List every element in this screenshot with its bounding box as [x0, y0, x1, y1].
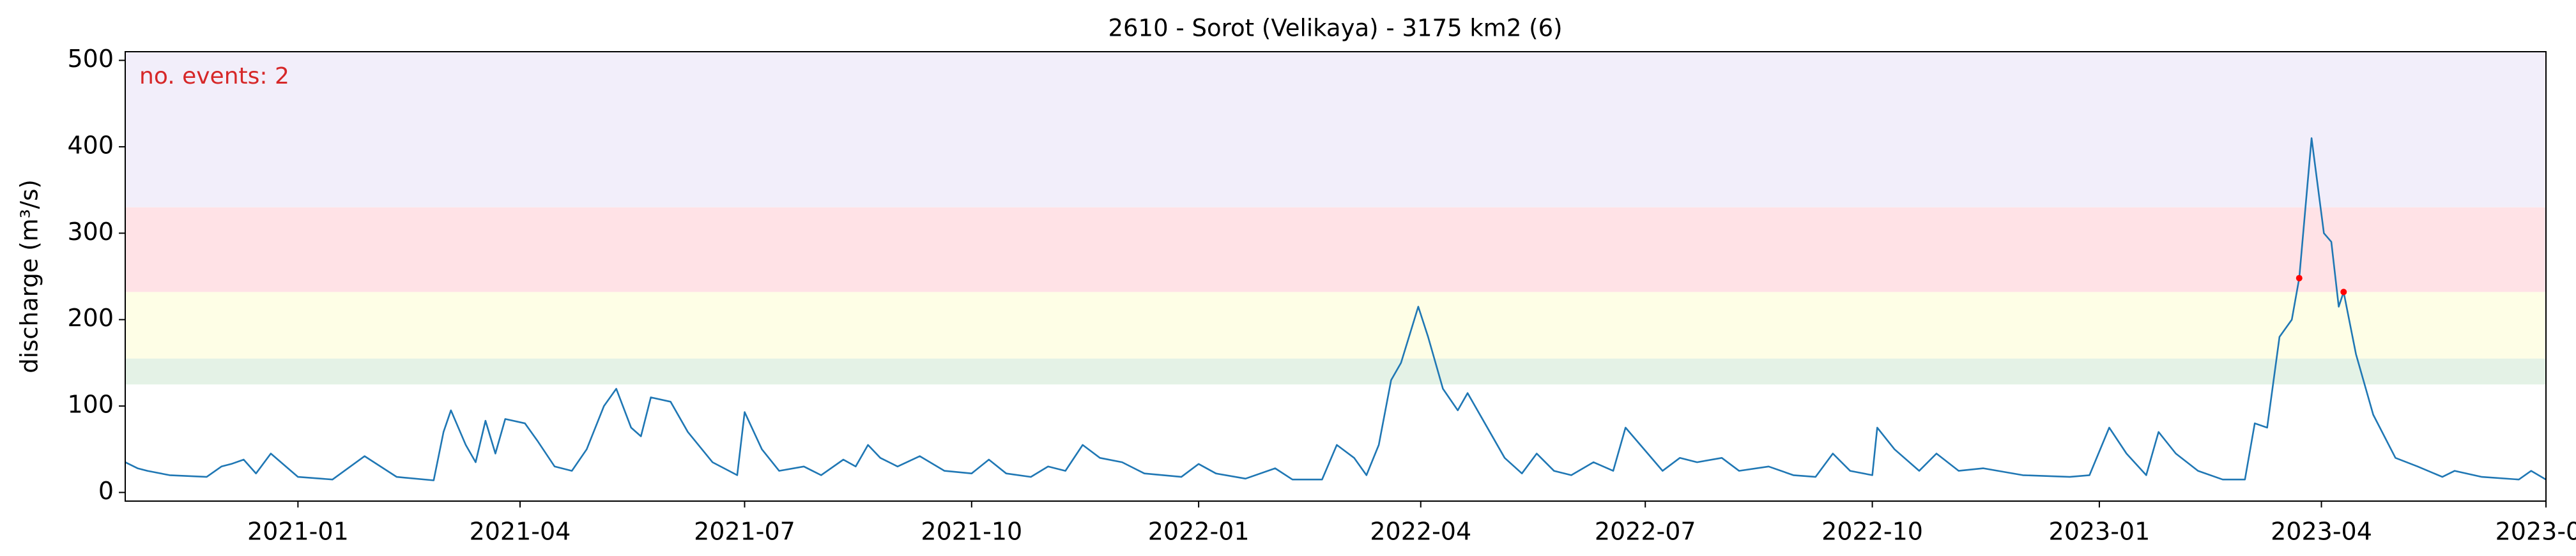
x-tick-label: 2021-07 — [694, 518, 795, 546]
threshold-band — [125, 207, 2546, 292]
threshold-band — [125, 358, 2546, 385]
x-tick-label: 2021-10 — [921, 518, 1022, 546]
y-tick-label: 300 — [67, 218, 114, 246]
y-tick-label: 0 — [98, 477, 114, 505]
annotation: no. events: 2 — [139, 63, 289, 89]
event-point — [2340, 289, 2347, 296]
y-axis-label: discharge (m³/s) — [16, 179, 43, 373]
x-tick-label: 2022-10 — [1821, 518, 1923, 546]
y-tick-label: 500 — [67, 45, 114, 73]
y-tick-label: 100 — [67, 391, 114, 419]
x-tick-label: 2022-07 — [1595, 518, 1696, 546]
x-tick-label: 2023-07 — [2496, 518, 2576, 546]
threshold-band — [125, 52, 2546, 207]
discharge-line — [125, 137, 2547, 481]
x-tick-label: 2022-04 — [1370, 518, 1471, 546]
y-tick-label: 200 — [67, 304, 114, 332]
x-tick-label: 2023-04 — [2271, 518, 2372, 546]
chart-title: 2610 - Sorot (Velikaya) - 3175 km2 (6) — [1108, 15, 1562, 42]
event-point — [2296, 274, 2303, 282]
threshold-band — [125, 292, 2546, 359]
y-tick-label: 400 — [67, 131, 114, 159]
plot-frame — [125, 51, 2547, 502]
x-tick-label: 2021-01 — [247, 518, 349, 546]
x-tick-label: 2023-01 — [2049, 518, 2150, 546]
x-tick-label: 2021-04 — [470, 518, 571, 546]
x-tick-label: 2022-01 — [1148, 518, 1250, 546]
